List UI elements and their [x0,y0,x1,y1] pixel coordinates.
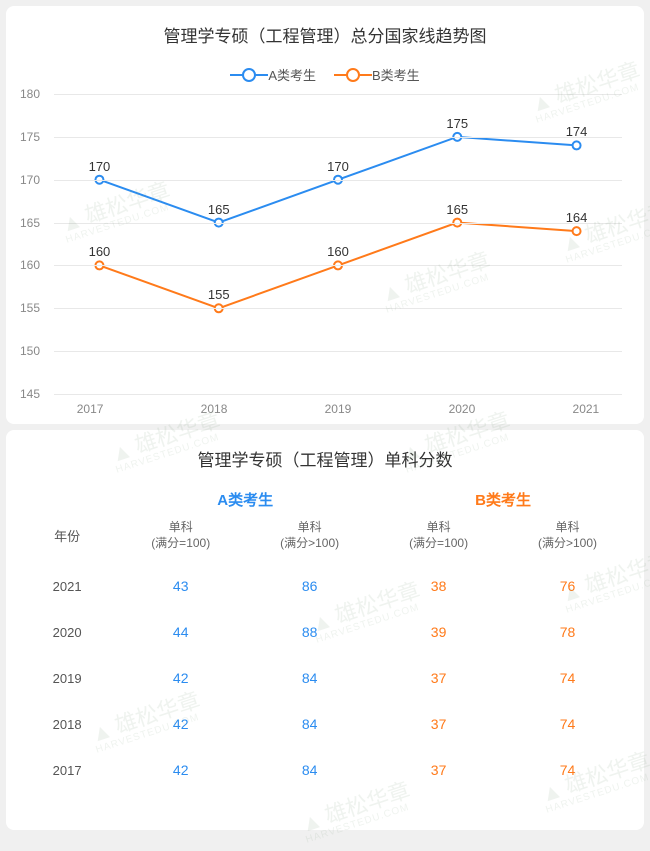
table-title: 管理学专硕（工程管理）单科分数 [18,446,632,471]
grid-line [54,137,622,138]
cell-b1: 37 [374,762,503,778]
y-tick-label: 155 [20,301,40,315]
cell-year: 2020 [18,625,116,640]
chart-title: 管理学专硕（工程管理）总分国家线趋势图 [18,22,632,47]
cell-b2: 74 [503,670,632,686]
series-point [573,141,581,149]
cell-a2: 86 [245,578,374,594]
cell-a1: 42 [116,762,245,778]
point-label: 164 [566,210,588,225]
table-col-b2: 单科(满分>100) [503,520,632,551]
point-label: 174 [566,124,588,139]
cell-a2: 88 [245,624,374,640]
y-tick-label: 170 [20,173,40,187]
table-col-a2: 单科(满分>100) [245,520,374,551]
cell-a1: 43 [116,578,245,594]
cell-a1: 44 [116,624,245,640]
legend-item-b: B类考生 [334,65,420,84]
x-tick-label: 2018 [201,402,228,416]
legend-marker-a [230,74,268,76]
x-axis-labels: 2017 2018 2019 2020 2021 [54,402,622,416]
cell-year: 2021 [18,579,116,594]
cell-b2: 74 [503,716,632,732]
cell-a1: 42 [116,670,245,686]
point-label: 165 [208,202,230,217]
cell-b2: 74 [503,762,632,778]
cell-a1: 42 [116,716,245,732]
grid-line [54,394,622,395]
table-header-spacer [18,489,116,510]
point-label: 170 [89,159,111,174]
cell-b1: 38 [374,578,503,594]
y-tick-label: 180 [20,87,40,101]
y-tick-label: 150 [20,344,40,358]
table-header-b: B类考生 [374,489,632,510]
y-tick-label: 165 [20,216,40,230]
chart-card: 管理学专硕（工程管理）总分国家线趋势图 A类考生 B类考生 2017201820… [6,6,644,424]
cell-a2: 84 [245,670,374,686]
point-label: 170 [327,159,349,174]
cell-b2: 76 [503,578,632,594]
x-tick-label: 2021 [573,402,600,416]
table-header-a: A类考生 [116,489,374,510]
score-table: A类考生 B类考生 年份 单科(满分=100) 单科(满分>100) 单科(满分… [18,489,632,793]
y-tick-label: 175 [20,130,40,144]
point-label: 155 [208,287,230,302]
x-tick-label: 2020 [449,402,476,416]
table-group-header: A类考生 B类考生 [18,489,632,510]
cell-year: 2018 [18,717,116,732]
cell-b2: 78 [503,624,632,640]
table-row: 201742843774 [18,747,632,793]
table-body: 2021438638762020448839782019428437742018… [18,563,632,793]
cell-b1: 39 [374,624,503,640]
y-tick-label: 145 [20,387,40,401]
table-col-a1: 单科(满分=100) [116,520,245,551]
grid-line [54,94,622,95]
grid-line [54,180,622,181]
legend-marker-b [334,74,372,76]
cell-year: 2019 [18,671,116,686]
point-label: 165 [446,202,468,217]
table-row: 202143863876 [18,563,632,609]
x-tick-label: 2017 [77,402,104,416]
point-label: 160 [89,244,111,259]
table-subheader: 年份 单科(满分=100) 单科(满分>100) 单科(满分=100) 单科(满… [18,520,632,551]
cell-b1: 37 [374,670,503,686]
grid-line [54,308,622,309]
table-card: 管理学专硕（工程管理）单科分数 A类考生 B类考生 年份 单科(满分=100) … [6,430,644,830]
table-row: 202044883978 [18,609,632,655]
cell-a2: 84 [245,716,374,732]
legend-label-b: B类考生 [372,65,420,84]
table-col-year: 年份 [18,526,116,545]
cell-a2: 84 [245,762,374,778]
legend-label-a: A类考生 [268,65,316,84]
table-col-b1: 单科(满分=100) [374,520,503,551]
grid-line [54,265,622,266]
table-row: 201842843774 [18,701,632,747]
y-tick-label: 160 [20,258,40,272]
legend-item-a: A类考生 [230,65,316,84]
cell-b1: 37 [374,716,503,732]
point-label: 175 [446,116,468,131]
point-label: 160 [327,244,349,259]
series-point [573,227,581,235]
chart-plot-area: 20172018201920202021 1451501551601651701… [54,94,622,394]
grid-line [54,223,622,224]
x-tick-label: 2019 [325,402,352,416]
table-row: 201942843774 [18,655,632,701]
cell-year: 2017 [18,763,116,778]
grid-line [54,351,622,352]
chart-legend: A类考生 B类考生 [18,65,632,84]
